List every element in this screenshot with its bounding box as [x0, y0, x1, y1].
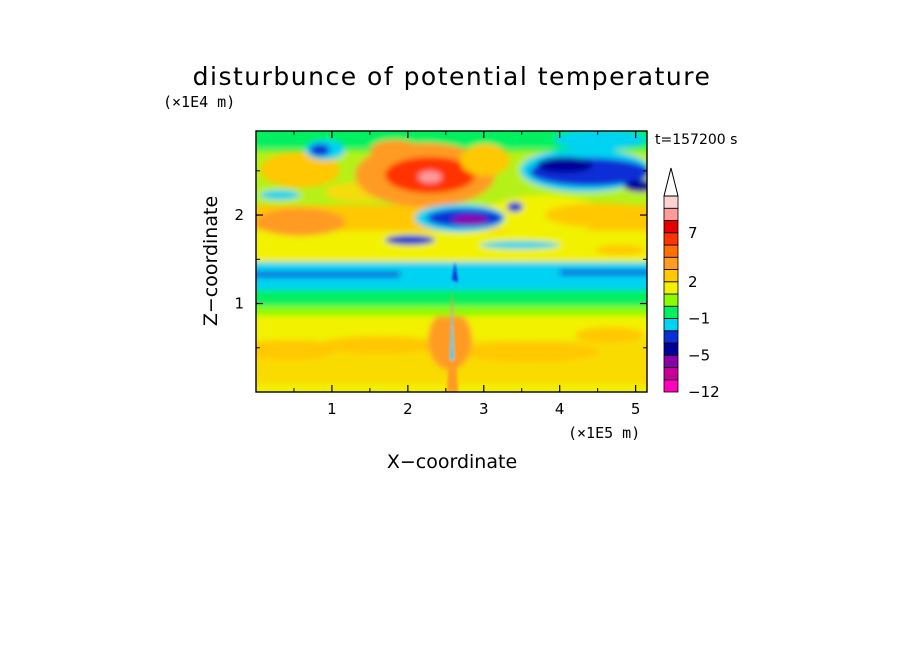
- colorbar-swatch: [663, 305, 679, 319]
- colorbar-swatch: [663, 232, 679, 246]
- colorbar-swatch: [663, 281, 679, 295]
- y-axis-label: Z−coordinate: [200, 196, 222, 326]
- colorbar-swatch: [663, 195, 679, 209]
- colorbar-label: −12: [688, 383, 720, 401]
- x-tick-label: 2: [403, 400, 413, 418]
- y-unit-label: (×1E4 m): [163, 93, 235, 111]
- x-unit-label: (×1E5 m): [568, 424, 640, 442]
- x-axis-ticks: 1 2 3 4 5: [293, 131, 641, 418]
- colorbar-swatch: [663, 220, 679, 234]
- colorbar-swatch: [663, 207, 679, 221]
- colorbar-swatch: [663, 318, 679, 332]
- colorbar-swatch: [663, 342, 679, 356]
- x-axis-label: X−coordinate: [387, 451, 517, 473]
- time-label: t=157200 s: [655, 132, 737, 148]
- colorbar-extend-arrow: [663, 167, 679, 197]
- colorbar-swatch: [663, 379, 679, 393]
- colorbar-label: −1: [688, 310, 710, 328]
- colorbar-swatch: [663, 269, 679, 283]
- colorbar-swatch: [663, 256, 679, 270]
- x-tick-label: 4: [555, 400, 565, 418]
- colorbar-swatch: [663, 330, 679, 344]
- chart-title: disturbunce of potential temperature: [193, 62, 712, 91]
- x-tick-label: 1: [327, 400, 337, 418]
- colorbar-label: 2: [688, 273, 698, 291]
- colorbar-swatch: [663, 293, 679, 307]
- x-tick-label: 5: [631, 400, 641, 418]
- x-tick-label: 3: [479, 400, 489, 418]
- y-tick-label: 1: [234, 295, 244, 313]
- colorbar-label: 7: [688, 224, 698, 242]
- colorbar-swatch: [663, 354, 679, 368]
- colorbar: 7 2 −1 −5 −12: [663, 167, 720, 401]
- plot-frame: [255, 130, 648, 393]
- colorbar-swatch: [663, 367, 679, 381]
- y-tick-label: 2: [234, 206, 244, 224]
- y-axis-ticks: 12: [234, 170, 647, 349]
- colorbar-swatch: [663, 244, 679, 258]
- colorbar-label: −5: [688, 346, 710, 364]
- contour-field: [256, 131, 647, 392]
